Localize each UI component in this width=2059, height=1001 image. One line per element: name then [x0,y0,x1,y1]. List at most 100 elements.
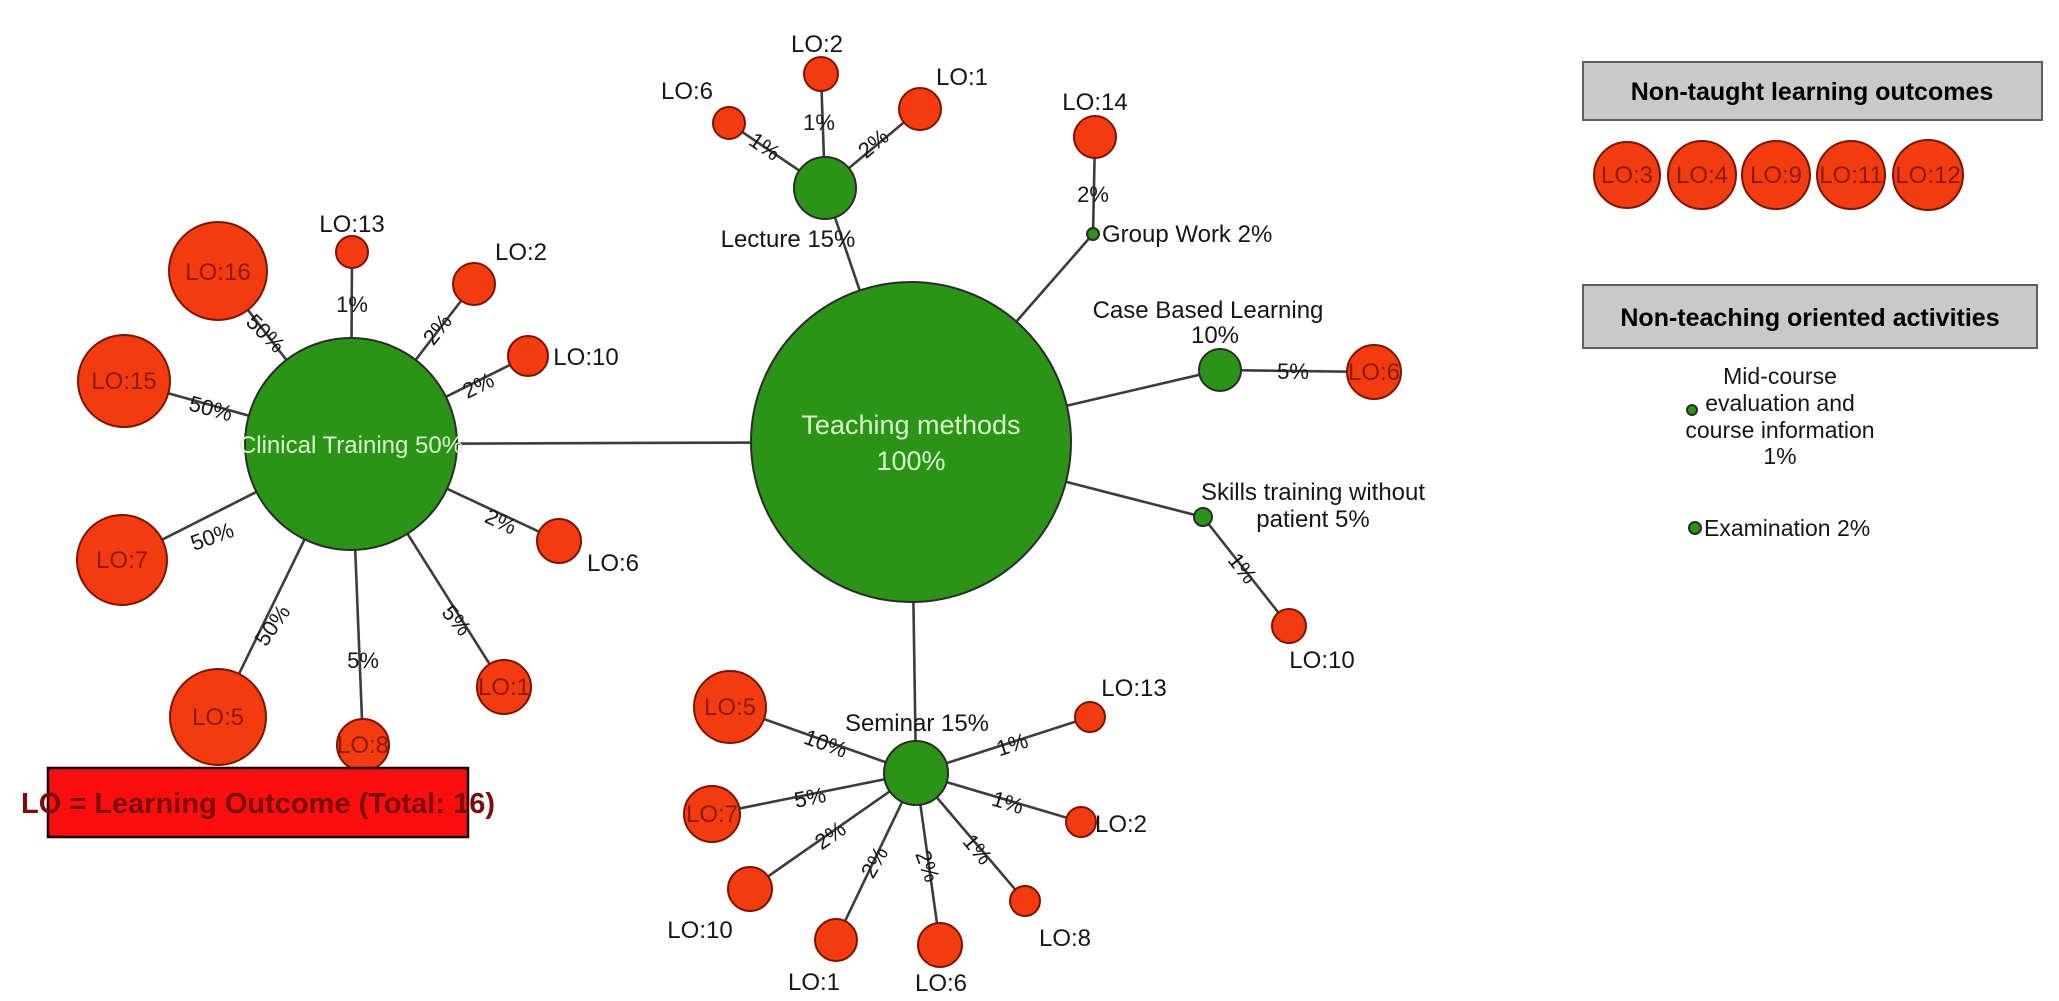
node-teaching-methods [750,281,1072,603]
non-teaching-title: Non-teaching oriented activities [1620,304,1999,332]
examination-label: Examination 2% [1704,515,1870,541]
lo-node-clinical-13 [335,235,369,269]
lo-label: LO:10 [667,917,732,944]
legend-note-text: LO = Learning Outcome (Total: 16) [21,788,495,820]
non-taught-title-box [1582,61,2043,121]
node-clinical-training [244,337,458,551]
clinical-training-label: Clinical Training 50% [239,432,463,459]
lo-node-seminar-8 [1009,885,1041,917]
edge-weight-label: 1% [745,127,785,166]
lo-label: LO:1 [788,969,840,996]
node-lecture [793,156,857,220]
lo-node-nontaught-9 [1741,140,1811,210]
case-based-learning-pct: 10% [1191,322,1239,349]
edge-skills-lo10 [1201,516,1291,627]
lo-node-clinical-6 [536,518,582,564]
node-group-work [1086,227,1100,241]
teaching-methods-label: Teaching methods [801,410,1020,440]
skills-training-label-line1: Skills training without [1201,479,1425,506]
lo-label: LO:10 [553,344,618,371]
node-mid-course-evaluation [1686,404,1698,416]
edge-weight-label: 50% [241,309,290,358]
edge-weight-label: 1% [1223,548,1262,588]
lo-label: LO:1 [478,674,530,701]
lo-node-cbl-6 [1346,344,1402,400]
edge-weight-label: 50% [250,600,296,650]
lo-node-lecture-6 [712,106,746,140]
seminar-label: Seminar 15% [845,710,989,737]
edge-weight-label: 2% [856,842,894,882]
non-taught-title: Non-taught learning outcomes [1631,78,1994,106]
lo-node-skills-10 [1271,608,1307,644]
lo-label: LO:2 [495,239,547,266]
lo-label: LO:5 [704,694,756,721]
lo-label: LO:6 [587,550,639,577]
lo-label: LO:15 [91,368,156,395]
mid-course-label-line1: Mid-course [1723,363,1837,389]
lo-label: LO:8 [337,732,389,759]
lo-label: LO:5 [192,704,244,731]
legend-note-box [46,766,470,839]
lo-label: LO:6 [1348,359,1400,386]
edge-weight-label: 2% [853,124,893,164]
lo-node-seminar-13 [1074,701,1106,733]
edge-weight-label: 2% [1077,182,1109,207]
lo-node-seminar-10 [727,866,773,912]
skills-training-label-line2: patient 5% [1256,506,1369,533]
lo-label: LO:4 [1676,162,1728,189]
lo-label: LO:12 [1895,162,1960,189]
lo-node-lecture-1 [898,87,942,131]
group-work-label: Group Work 2% [1102,221,1272,248]
lo-label: LO:13 [1101,675,1166,702]
lo-node-nontaught-12 [1892,139,1964,211]
mid-course-label-line2: evaluation and [1705,390,1855,416]
lo-node-seminar-7 [683,785,741,843]
lo-node-groupwork-14 [1073,115,1117,159]
lo-label: LO:11 [1819,162,1883,189]
lo-node-lecture-2 [803,56,839,92]
lo-label: LO:2 [1095,811,1147,838]
edge-weight-label: 1% [989,786,1027,819]
lo-label: LO:7 [96,547,148,574]
lo-node-clinical-1 [476,659,532,715]
lo-label: LO:16 [185,259,250,286]
node-skills-training [1193,507,1213,527]
lo-node-seminar-5 [693,670,767,744]
edge-weight-label: 1% [803,110,835,135]
edge-weight-label: 5% [792,782,828,813]
lecture-label: Lecture 15% [721,226,856,253]
edge-weight-label: 5% [347,648,379,673]
lo-label: LO:14 [1062,89,1127,116]
mid-course-label-line3: course information [1685,417,1874,443]
lo-label: LO:2 [791,31,843,58]
node-case-based-learning [1198,348,1242,392]
teaching-methods-pct: 100% [876,446,945,476]
mid-course-label-line4: 1% [1763,443,1796,469]
lo-node-clinical-2 [452,262,496,306]
lo-node-clinical-5 [169,668,267,766]
edge-weight-label: 10% [801,724,851,763]
lo-node-nontaught-11 [1816,140,1886,210]
lo-node-clinical-16 [168,221,268,321]
lo-node-clinical-15 [77,334,171,428]
lo-node-nontaught-3 [1593,141,1661,209]
lo-label: LO:7 [686,801,738,828]
lo-label: LO:13 [319,211,384,238]
lo-label: LO:3 [1601,162,1653,189]
lo-node-clinical-7 [76,514,168,606]
edge-weight-label: 1% [336,292,368,317]
lo-node-seminar-6 [917,922,963,968]
lo-label: LO:8 [1039,925,1091,952]
edge-weight-label: 5% [1277,359,1309,384]
non-teaching-title-box [1582,284,2038,349]
node-seminar [883,740,949,806]
lo-node-seminar-2 [1065,806,1097,838]
lo-label: LO:10 [1289,647,1354,674]
lo-label: LO:1 [936,64,988,91]
lo-node-seminar-1 [814,918,858,962]
edge-weight-label: 50% [186,391,235,427]
lo-label: LO:9 [1750,162,1802,189]
edge-seminar-lo7 [711,771,917,816]
